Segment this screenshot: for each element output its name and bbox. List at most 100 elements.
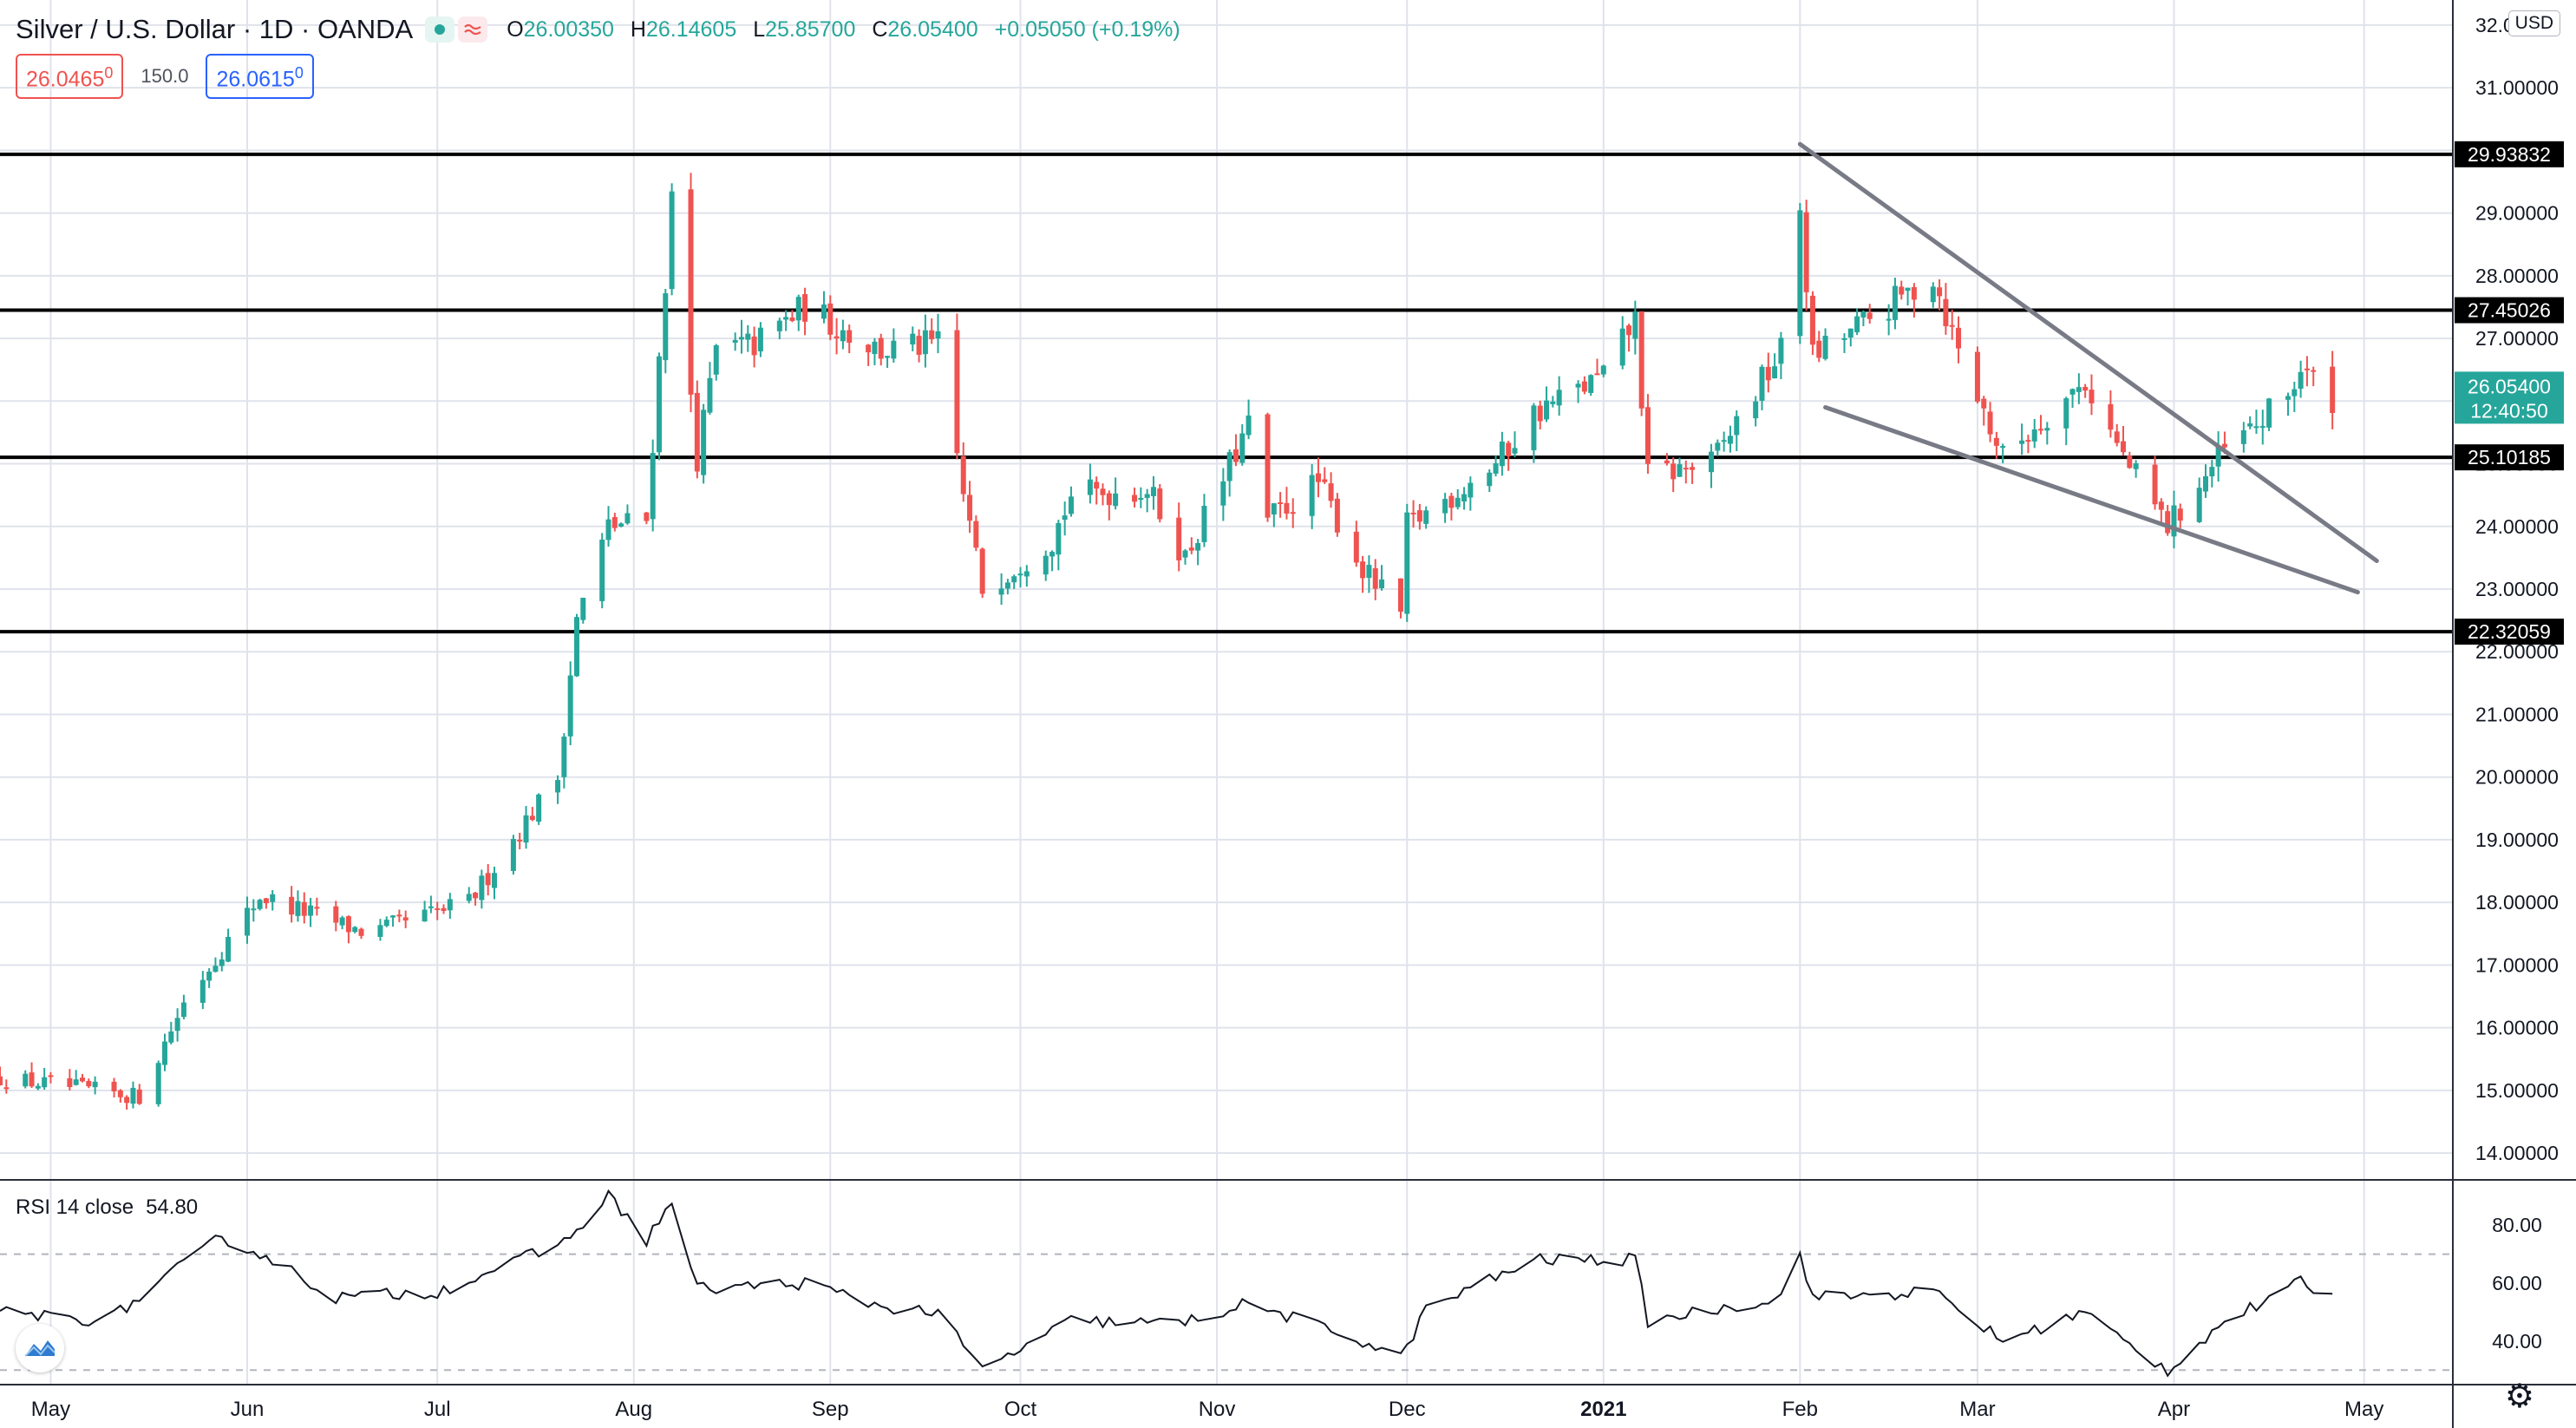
candle-body <box>1290 512 1296 514</box>
last-price-label: 26.05400 <box>2468 375 2551 397</box>
x-tick-label: Jul <box>424 1398 451 1421</box>
candle-body <box>618 523 624 527</box>
candle-body <box>3 1087 10 1090</box>
close-key: C <box>872 16 888 42</box>
rsi-label[interactable]: RSI 14 close <box>16 1195 134 1219</box>
candle-body <box>2082 386 2089 391</box>
candle-body <box>656 356 662 453</box>
rsi-value: 54.80 <box>146 1195 199 1219</box>
candle-body <box>1670 463 1677 480</box>
candle-body <box>295 901 301 916</box>
candle-body <box>872 341 878 355</box>
rsi-line <box>0 1189 2333 1378</box>
candle-body <box>688 189 694 395</box>
candle-body <box>1638 311 1644 409</box>
candle-body <box>1328 483 1334 501</box>
horizontal-levels <box>0 152 2453 634</box>
candle-body <box>1138 497 1144 500</box>
candle-body <box>1004 582 1010 589</box>
candle-body <box>174 1018 180 1032</box>
candle-body <box>1404 512 1410 614</box>
candle-body <box>1930 286 1936 303</box>
candle-body <box>1860 311 1867 318</box>
candle-body <box>2044 428 2050 431</box>
candle-body <box>2285 396 2292 400</box>
candle-body <box>979 548 985 594</box>
tradingview-logo[interactable] <box>16 1324 64 1372</box>
candle-body <box>536 794 542 822</box>
candle-body <box>73 1079 79 1085</box>
buy-button[interactable]: 26.06150 <box>206 54 314 99</box>
candle-body <box>1847 328 1854 338</box>
symbol-title[interactable]: Silver / U.S. Dollar · 1D · OANDA <box>16 14 414 44</box>
candle-body <box>358 928 364 936</box>
candle-body <box>155 1063 161 1104</box>
candle-body <box>1981 398 1987 409</box>
candle-body <box>1416 510 1422 522</box>
level-label: 22.32059 <box>2468 620 2551 643</box>
candle-body <box>2152 464 2158 505</box>
x-tick-label: May <box>31 1398 70 1421</box>
candle-body <box>802 294 808 322</box>
candle-body <box>954 330 960 454</box>
candle-body <box>1106 493 1112 506</box>
candle-body <box>1644 407 1651 464</box>
candle-body <box>1677 464 1683 477</box>
candle-body <box>2209 467 2215 477</box>
level-label: 29.93832 <box>2468 143 2551 166</box>
candle-body <box>1271 503 1277 515</box>
candle-body <box>1544 400 1550 420</box>
candle-body <box>428 906 434 908</box>
candle-body <box>2019 440 2025 444</box>
open-value: 26.00350 <box>523 16 614 42</box>
grid <box>0 0 2453 1385</box>
waves-icon[interactable] <box>458 16 488 43</box>
candle-body <box>1974 351 1980 402</box>
y-tick-label: 20.00000 <box>2475 766 2559 789</box>
candle-body <box>789 318 795 321</box>
candle-body <box>339 917 345 926</box>
candle-body <box>732 339 738 344</box>
candle-body <box>1727 436 1733 444</box>
eye-icon[interactable] <box>425 16 455 43</box>
candle-body <box>1797 210 1803 337</box>
candle-body <box>821 305 827 319</box>
level-label: 27.45026 <box>2468 299 2551 322</box>
gear-icon[interactable]: ⚙ <box>2504 1379 2534 1415</box>
rsi-legend: RSI 14 close 54.80 <box>16 1195 198 1220</box>
spread-value: 150.0 <box>141 65 189 87</box>
trend-line[interactable] <box>1797 141 2379 563</box>
trend-line[interactable] <box>1823 405 2360 595</box>
rsi-pane <box>0 1189 2453 1378</box>
rsi-y-tick-label: 80.00 <box>2492 1214 2542 1236</box>
candle-body <box>751 336 757 356</box>
candle-body <box>402 917 409 921</box>
candle-body <box>345 916 351 933</box>
candle-body <box>2114 431 2120 443</box>
candle-body <box>244 907 250 936</box>
candle-body <box>1011 576 1017 583</box>
candle-body <box>1759 366 1765 401</box>
candle-body <box>929 330 935 340</box>
candle-body <box>1803 212 1809 292</box>
candle-body <box>1239 433 1246 463</box>
candle-body <box>2203 475 2209 492</box>
candle-body <box>422 909 428 922</box>
candle-body <box>573 617 579 677</box>
buy-price: 26.0615 <box>216 67 295 92</box>
candle-body <box>580 598 586 620</box>
candle-body <box>1772 366 1778 379</box>
candle-body <box>226 936 232 962</box>
sell-button[interactable]: 26.04650 <box>16 54 124 99</box>
candle-body <box>1087 479 1093 495</box>
x-tick-label: Dec <box>1389 1398 1426 1421</box>
candle-body <box>1556 390 1562 406</box>
currency-badge[interactable]: USD <box>2507 10 2560 36</box>
level-label-bg <box>2455 297 2564 324</box>
level-label-bg <box>2455 444 2564 471</box>
candle-body <box>2196 488 2202 522</box>
candle-body <box>2108 404 2114 430</box>
candle-body <box>1715 442 1721 451</box>
candle-body <box>561 737 567 777</box>
